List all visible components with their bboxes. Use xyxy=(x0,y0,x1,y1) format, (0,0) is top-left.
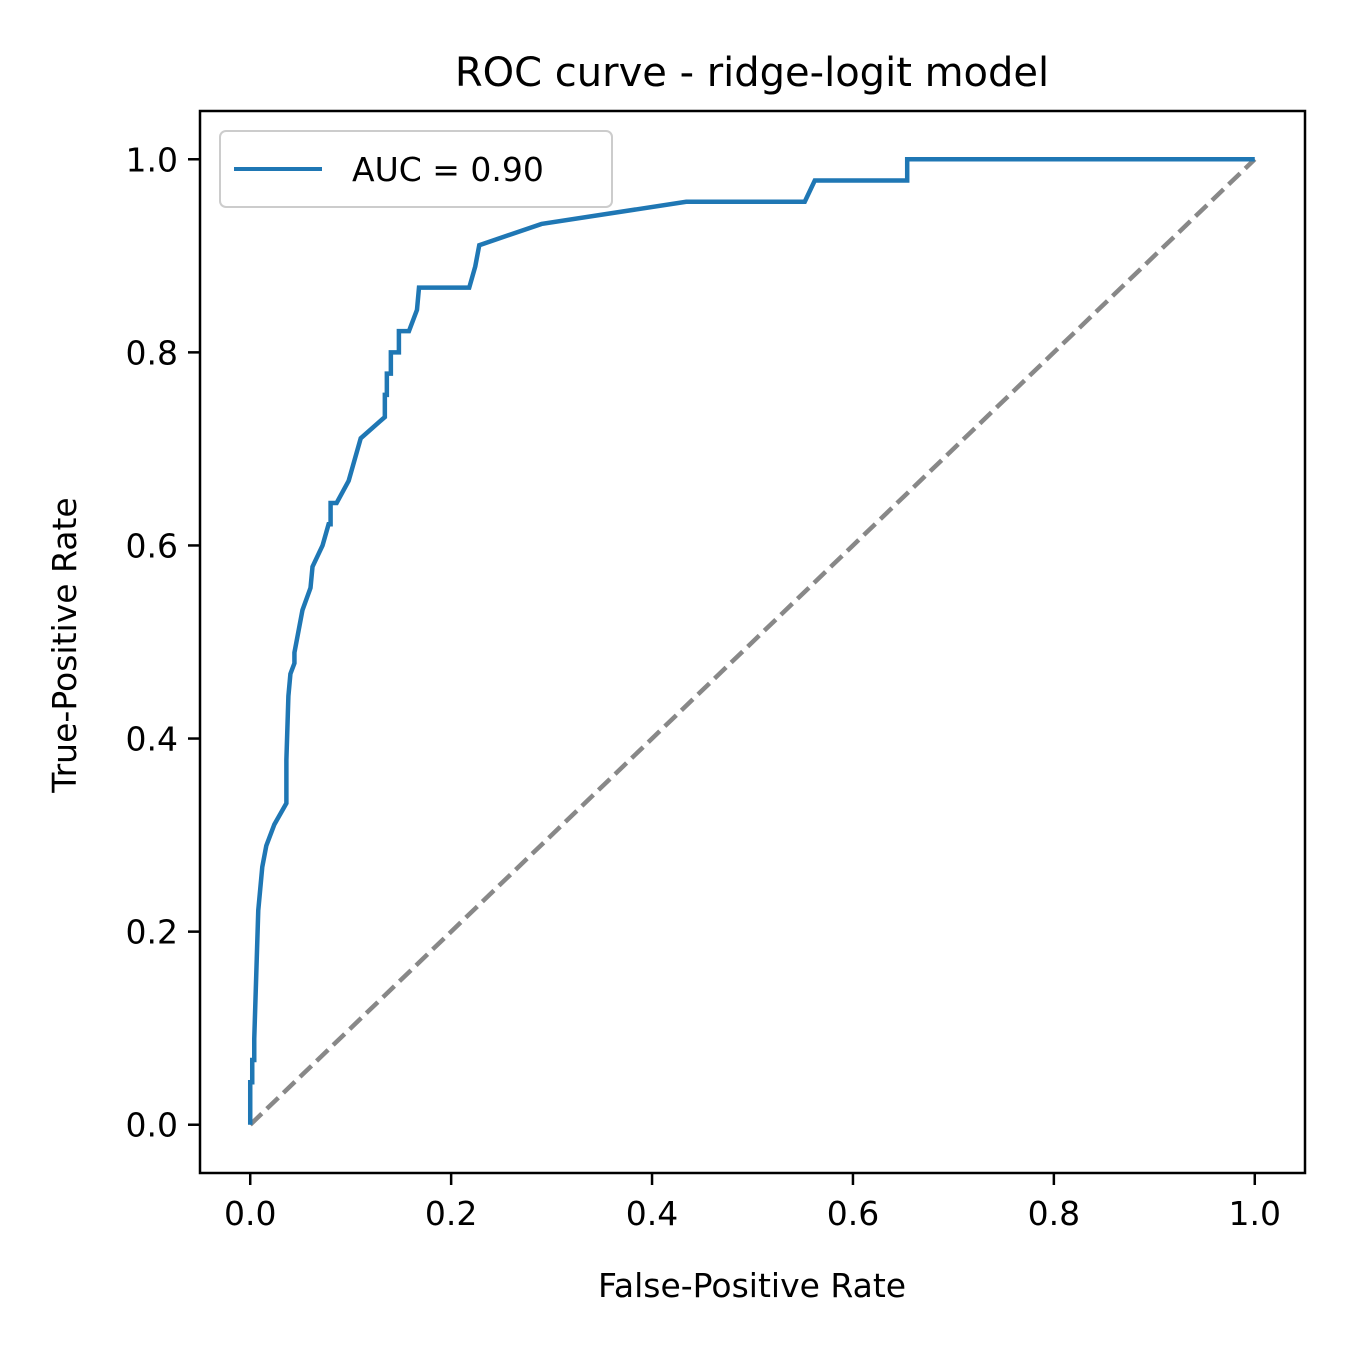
y-tick-label: 0.0 xyxy=(126,1106,178,1145)
legend-label: AUC = 0.90 xyxy=(352,150,544,189)
y-tick-label: 0.8 xyxy=(126,333,178,372)
y-tick-label: 0.6 xyxy=(126,526,178,565)
series-layer xyxy=(247,157,1257,1127)
y-tick-label: 1.0 xyxy=(126,140,178,179)
x-tick-label: 1.0 xyxy=(1229,1194,1281,1233)
x-tick-label: 0.2 xyxy=(425,1194,477,1233)
y-tick-label: 0.2 xyxy=(126,913,178,952)
x-tick-label: 0.0 xyxy=(224,1194,276,1233)
roc-curve-line xyxy=(247,157,1255,1125)
x-tick-label: 0.8 xyxy=(1028,1194,1080,1233)
axes-frame xyxy=(198,109,1307,1175)
x-tick-label: 0.4 xyxy=(626,1194,678,1233)
chart-title: ROC curve - ridge-logit model xyxy=(455,50,1049,96)
legend-box xyxy=(219,130,613,208)
x-axis-label: False-Positive Rate xyxy=(598,1266,906,1305)
x-axis-ticks: 0.0 0.2 0.4 0.6 0.8 1.0 xyxy=(224,1173,1281,1233)
legend: AUC = 0.90 xyxy=(219,130,613,208)
chance-diagonal-line xyxy=(248,157,1257,1127)
y-axis-ticks: 0.0 0.2 0.4 0.6 0.8 1.0 xyxy=(126,140,200,1145)
y-axis-label: True-Positive Rate xyxy=(45,497,84,793)
plot-area xyxy=(198,109,1307,1175)
x-tick-label: 0.6 xyxy=(827,1194,879,1233)
y-tick-label: 0.4 xyxy=(126,720,178,759)
